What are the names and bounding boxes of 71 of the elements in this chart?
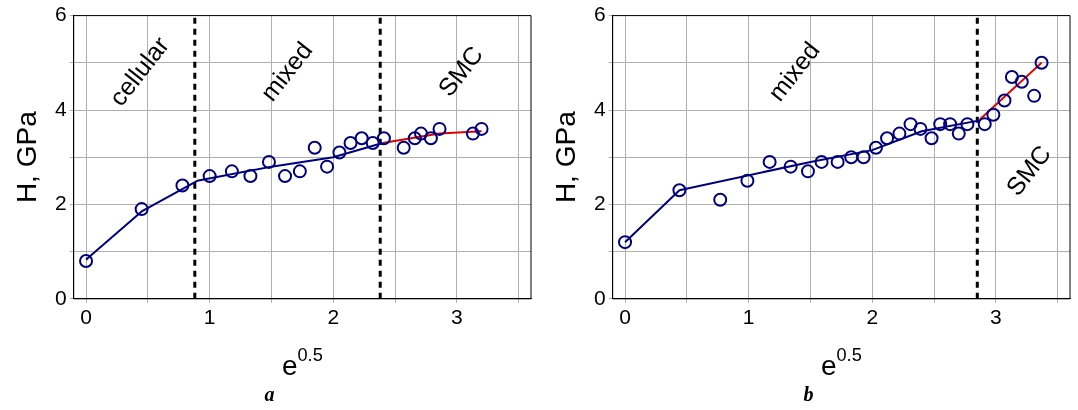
y-tick-label: 4 (593, 96, 606, 120)
point (892, 126, 907, 141)
point (672, 183, 687, 198)
x-tick-label: 0 (80, 305, 92, 329)
point (474, 121, 489, 136)
point (997, 93, 1012, 108)
point (343, 136, 358, 151)
point (202, 169, 217, 184)
point (903, 117, 918, 132)
point (1014, 74, 1029, 89)
y-tick-label: 6 (54, 2, 67, 26)
point (396, 140, 411, 155)
point (800, 164, 815, 179)
point (977, 117, 992, 132)
y-axis-title: H, GPa (549, 110, 581, 204)
y-tick-label: 2 (54, 191, 67, 215)
point (814, 154, 829, 169)
point (740, 173, 755, 188)
x-tick-label: 2 (866, 305, 879, 329)
text: b (802, 382, 815, 407)
point (783, 159, 798, 174)
x-tick-label: 3 (451, 305, 463, 329)
y-tick-label: 0 (593, 285, 606, 309)
point (880, 131, 895, 146)
x-tick-label: 3 (990, 305, 1002, 329)
point (292, 164, 307, 179)
point (423, 131, 438, 146)
point (943, 117, 958, 132)
point (354, 131, 369, 146)
point (960, 117, 975, 132)
point (320, 159, 335, 174)
point (79, 254, 94, 269)
point (243, 169, 258, 184)
y-tick-label: 4 (54, 96, 67, 120)
point (278, 169, 293, 184)
point (376, 131, 391, 146)
point (261, 154, 276, 169)
point (175, 178, 190, 193)
point (1034, 55, 1049, 70)
point (1027, 88, 1042, 103)
point (868, 140, 883, 155)
y-axis-title: H, GPa (10, 110, 42, 204)
point (432, 121, 447, 136)
point (856, 150, 871, 165)
point (414, 126, 428, 141)
point (830, 154, 845, 169)
point (332, 145, 347, 160)
x-tick-label: 0 (619, 305, 631, 329)
text: a (263, 382, 276, 407)
point (618, 235, 633, 250)
point (713, 192, 728, 207)
x-tick-label: 2 (327, 305, 340, 329)
y-tick-label: 0 (54, 285, 67, 309)
point (844, 150, 859, 165)
point (913, 121, 928, 136)
point (134, 202, 149, 217)
y-tick-label: 6 (593, 2, 606, 26)
point (224, 164, 239, 179)
point (307, 140, 322, 155)
point (365, 136, 380, 151)
x-tick-label: 1 (742, 305, 755, 329)
point (986, 107, 1001, 122)
point (1004, 69, 1019, 84)
y-tick-label: 2 (593, 191, 606, 215)
point (951, 126, 966, 141)
x-tick-label: 1 (203, 305, 216, 329)
point (924, 131, 939, 146)
point (933, 117, 948, 132)
point (465, 126, 480, 141)
point (762, 154, 777, 169)
point (407, 131, 422, 146)
